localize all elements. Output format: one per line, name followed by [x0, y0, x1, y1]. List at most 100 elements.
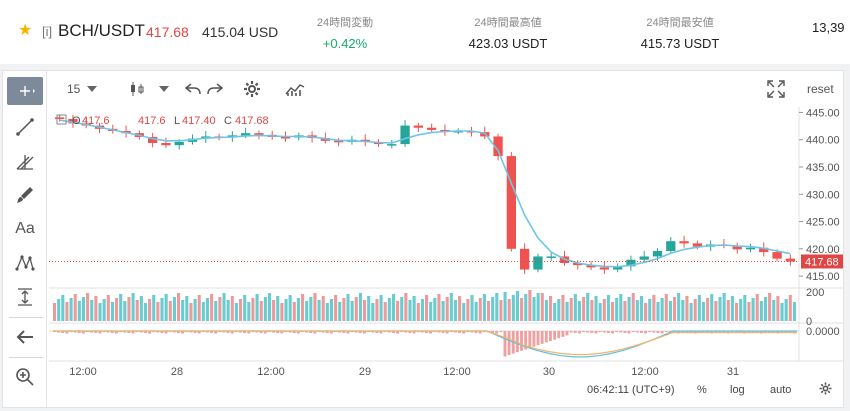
arrow-left-icon	[16, 330, 33, 344]
last-price-tag	[801, 254, 843, 269]
volume-bar	[396, 301, 400, 321]
volume-bar	[660, 298, 664, 321]
percent-scale-button[interactable]: %	[697, 384, 707, 396]
volume-bar	[214, 301, 218, 321]
volume-bar	[177, 293, 181, 321]
volume-bar	[776, 296, 780, 321]
volume-bar	[582, 297, 586, 321]
volume-bar	[375, 299, 379, 321]
oscillator-bar	[98, 331, 102, 334]
price-chart[interactable]: 445.00 440.00 435.00 430.00 425.00 420.00 415.…	[49, 107, 843, 375]
volume-bar	[115, 298, 119, 321]
candles-type-button[interactable]	[129, 79, 145, 99]
chart-panel: Aa 15	[2, 70, 844, 408]
interval-select[interactable]: 15	[67, 79, 80, 99]
settings-button[interactable]	[243, 79, 261, 99]
volume-bar	[433, 298, 437, 321]
log-scale-button[interactable]: log	[730, 384, 745, 396]
auto-scale-button[interactable]: auto	[770, 384, 792, 396]
oscillator-bar	[458, 331, 461, 333]
volume-bar	[288, 295, 292, 321]
pitchfork-tool[interactable]	[7, 147, 43, 175]
oscillator-bar	[139, 331, 143, 333]
candle-body	[745, 247, 756, 250]
stat-24h-volume: 13,39	[812, 14, 850, 35]
oscillator-bar	[255, 331, 259, 333]
volume-bar	[536, 293, 540, 321]
last-price: 417.68	[146, 24, 189, 40]
candle-body	[666, 241, 676, 251]
candle-body	[759, 247, 769, 253]
volume-bar	[367, 296, 371, 321]
pair-tag: [i]	[42, 24, 53, 39]
brush-tool[interactable]	[7, 181, 43, 209]
fullscreen-icon	[767, 80, 785, 98]
favorite-star-icon[interactable]: ★	[18, 22, 33, 39]
oscillator-bar	[65, 331, 69, 334]
candle-body	[254, 133, 264, 135]
volume-bar	[65, 302, 69, 321]
volume-bar	[148, 299, 152, 321]
oscillator-bar	[106, 331, 110, 333]
indicators-button[interactable]	[285, 79, 305, 99]
volume-bar	[77, 301, 81, 321]
legend-value: L	[174, 115, 180, 127]
oscillator-bar	[429, 331, 433, 334]
volume-bar	[90, 300, 94, 321]
collapse-tool[interactable]	[7, 323, 43, 351]
indicators-icon	[285, 84, 305, 96]
oscillator-bar	[61, 331, 65, 333]
volume-bar	[143, 303, 148, 321]
oscillator-bar	[172, 331, 176, 333]
volume-bar	[462, 303, 466, 321]
oscillator-bar	[276, 331, 280, 333]
oscillator-bar	[346, 331, 350, 334]
volume-bar	[611, 302, 615, 321]
measure-tool[interactable]	[7, 283, 43, 311]
redo-button[interactable]	[207, 79, 223, 99]
candle-body	[533, 256, 543, 270]
volume-bar	[735, 303, 739, 321]
volume-bar	[524, 294, 528, 321]
oscillator-bar	[354, 331, 358, 333]
trend-line-tool[interactable]	[7, 113, 43, 141]
volume-bar	[788, 295, 792, 321]
oscillator-bar	[549, 331, 552, 341]
oscillator-bar	[81, 331, 85, 334]
volume-bar	[627, 297, 631, 321]
pattern-tool[interactable]	[7, 249, 43, 277]
oscillator-bar	[507, 331, 511, 355]
reset-button[interactable]: reset	[807, 79, 834, 99]
oscillator-bar	[528, 331, 532, 348]
pair-name[interactable]: BCH/USDT	[58, 21, 145, 40]
candle-body	[573, 263, 583, 266]
text-tool-icon: Aa	[15, 220, 35, 237]
volume-bar	[549, 296, 553, 321]
volume-bar	[590, 300, 594, 321]
volume-bar	[193, 299, 197, 321]
gear-icon	[244, 81, 260, 97]
interval-value: 15	[67, 82, 81, 96]
candle-body	[546, 256, 556, 258]
volume-bar	[540, 293, 544, 321]
zoom-tool[interactable]	[7, 363, 43, 391]
oscillator-bar	[391, 331, 395, 333]
volume-bar	[329, 299, 334, 321]
crosshair-tool[interactable]	[7, 77, 43, 105]
last-price-tag-label: 417.68	[805, 256, 839, 268]
oscillator-bar	[577, 331, 581, 334]
fullscreen-button[interactable]	[767, 79, 785, 99]
chart-type-dropdown-icon[interactable]	[159, 79, 169, 99]
volume-bar	[313, 293, 317, 321]
undo-button[interactable]	[185, 79, 201, 99]
volume-bar	[226, 300, 230, 321]
oscillator-bar	[131, 331, 135, 334]
oscillator-bar	[453, 331, 457, 333]
oscillator-bar	[751, 331, 755, 333]
time-tick-label: 12:00	[631, 366, 659, 375]
chart-settings-button[interactable]	[819, 382, 832, 398]
interval-dropdown-icon[interactable]	[87, 79, 97, 99]
text-tool[interactable]: Aa	[7, 215, 43, 243]
volume-bar	[280, 303, 284, 321]
volume-bar	[412, 296, 416, 321]
